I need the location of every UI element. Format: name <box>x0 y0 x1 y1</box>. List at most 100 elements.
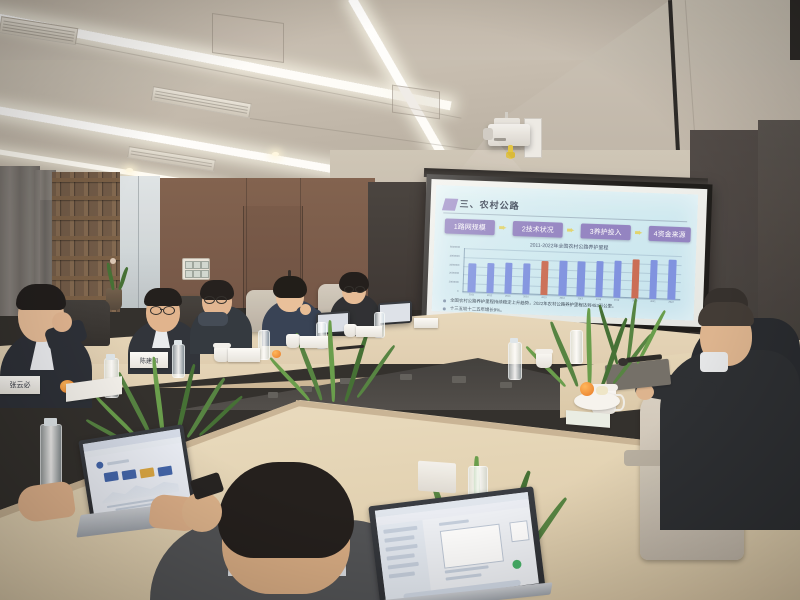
chart-y-tick: 0 <box>456 289 459 293</box>
switch-button-4[interactable] <box>185 270 193 278</box>
curtain-left-2[interactable] <box>34 170 56 316</box>
attendee-1-hair <box>16 284 66 310</box>
mug-3[interactable] <box>344 324 357 337</box>
light-switch-plate[interactable] <box>182 258 210 280</box>
chart-y-tick: 3000000 <box>449 263 460 267</box>
attendee-2-placard: 陈建国 <box>130 352 168 368</box>
process-step-3[interactable]: 3养护投入 <box>580 223 631 241</box>
planter-stone-5 <box>452 376 466 383</box>
mug-4[interactable] <box>536 352 552 368</box>
chart-y-tick: 5000000 <box>449 245 461 249</box>
laptop-right-preview-card <box>439 523 504 569</box>
chart-bar <box>485 263 495 294</box>
ceiling-downlight-1 <box>126 168 133 172</box>
switch-button-5[interactable] <box>193 270 201 278</box>
attendee-3-glasses-right <box>216 296 227 304</box>
chart-y-tick: 1000000 <box>448 280 459 285</box>
attendee-3-hair <box>200 280 234 300</box>
decor-flower <box>110 258 116 264</box>
chart-bar <box>522 262 531 295</box>
foreground-person-hand <box>182 492 222 532</box>
process-arrow-1-icon: ➨ <box>498 222 507 233</box>
laptop-right-content-line-1 <box>438 519 469 527</box>
water-bottle-7[interactable] <box>570 330 583 364</box>
orange-fruit-3 <box>272 350 281 358</box>
placard-4 <box>300 336 328 348</box>
wall-panel-seam-2 <box>300 178 301 308</box>
slide-title-tag-icon <box>441 198 459 211</box>
projector-lens <box>483 128 493 140</box>
laptop-right-action-button[interactable] <box>511 559 522 570</box>
chart-y-axis-labels: 0 1000000 2000000 3000000 4000000 5000000 <box>434 245 462 293</box>
laptop-left-title <box>106 459 130 466</box>
planter-stone-2 <box>300 386 312 392</box>
attendee-5-glasses-left <box>344 286 354 293</box>
foreground-laptop-right-display <box>374 491 539 600</box>
snack-1 <box>596 386 608 395</box>
switch-button-6[interactable] <box>201 270 209 278</box>
water-bottle-2-cap <box>174 340 182 345</box>
switch-button-3[interactable] <box>201 261 209 269</box>
mug-4-lid <box>535 349 553 354</box>
process-step-1[interactable]: 1路网规模 <box>444 218 496 236</box>
planter-stone-6 <box>500 382 512 388</box>
attendee-2-glasses-left <box>150 306 162 315</box>
chart-x-tick: 2012 <box>486 293 493 298</box>
chart-y-tick: 2000000 <box>448 271 460 276</box>
chart-x-tick: 2011 <box>468 293 475 297</box>
attendee-right-near-hair <box>698 302 754 326</box>
water-bottle-3[interactable] <box>258 330 270 360</box>
wall-panel-seam-1 <box>246 178 247 308</box>
mug-1[interactable] <box>214 346 230 362</box>
ceiling-track-right-edge <box>790 0 800 60</box>
notepad-2[interactable] <box>566 410 610 428</box>
laptop-left-kpi-3[interactable] <box>139 467 155 479</box>
water-bottle-2[interactable] <box>172 344 185 378</box>
laptop-left-kpi-1[interactable] <box>103 471 119 483</box>
placard-6 <box>414 318 438 328</box>
ceiling-downlight-2 <box>272 152 279 156</box>
decorative-vase <box>106 288 122 310</box>
planter-stone-1 <box>268 392 278 398</box>
attendee-right-near-collar <box>700 352 728 372</box>
projector-cable-coil <box>506 152 515 158</box>
mug-1-lid <box>213 343 231 348</box>
water-bottle-1-cap <box>106 354 115 360</box>
mug-2[interactable] <box>286 334 300 348</box>
attendee-3-glasses-left <box>204 296 215 304</box>
chart-x-tick: 2014 <box>523 295 529 299</box>
placard-3 <box>228 348 260 362</box>
mug-5-handle <box>614 394 625 411</box>
attendee-4-hair <box>273 276 307 298</box>
planter-stone-3 <box>340 378 351 384</box>
attendee-2-hair <box>144 288 182 306</box>
projector-brand-label <box>494 138 506 141</box>
attendee-2-glasses-bridge <box>160 309 163 310</box>
laptop-left-kpi-2[interactable] <box>121 469 137 481</box>
slide-title: 三、农村公路 <box>459 198 520 212</box>
water-bottle-6-cap <box>510 338 518 343</box>
attendee-1-hand <box>52 312 72 332</box>
switch-button-1[interactable] <box>185 261 193 269</box>
process-step-2[interactable]: 2技术状况 <box>512 220 564 238</box>
water-bottle-4[interactable] <box>316 322 327 349</box>
chart-bar <box>576 260 586 297</box>
chart-bar <box>504 263 513 294</box>
chart-bar <box>540 261 549 296</box>
water-bottle-5[interactable] <box>374 312 385 338</box>
water-bottle-foreground[interactable] <box>40 424 62 490</box>
foreground-laptop-right[interactable] <box>368 486 546 600</box>
chart-x-tick: 2013 <box>504 294 511 298</box>
tissue-box[interactable] <box>418 460 456 494</box>
attendee-4-hand <box>300 304 311 315</box>
switch-button-2[interactable] <box>193 261 201 269</box>
attendee-1-placard: 张云必 <box>0 376 40 394</box>
process-step-4[interactable]: 4资金来源 <box>648 225 691 243</box>
process-arrow-3-icon: ➨ <box>634 227 643 238</box>
orange-fruit-1 <box>580 382 594 396</box>
door-handle[interactable] <box>288 270 291 279</box>
water-bottle-6[interactable] <box>508 342 522 380</box>
attendee-5-glasses-right <box>355 286 365 293</box>
laptop-left-kpi-4[interactable] <box>157 465 173 477</box>
